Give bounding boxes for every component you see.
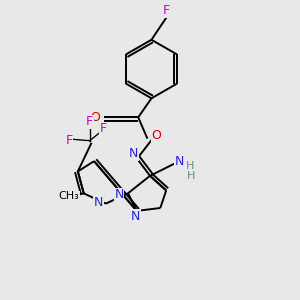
Text: CH₃: CH₃ bbox=[59, 191, 80, 201]
Text: O: O bbox=[91, 111, 100, 124]
Text: O: O bbox=[152, 129, 161, 142]
Text: F: F bbox=[99, 122, 106, 136]
Text: N: N bbox=[94, 196, 103, 208]
Text: N: N bbox=[114, 188, 124, 201]
Text: N: N bbox=[130, 210, 140, 223]
Text: F: F bbox=[86, 115, 93, 128]
Text: N: N bbox=[129, 147, 139, 161]
Text: F: F bbox=[65, 134, 73, 147]
Text: F: F bbox=[163, 4, 170, 17]
Text: H: H bbox=[187, 171, 195, 181]
Text: N: N bbox=[175, 155, 184, 168]
Text: H: H bbox=[186, 160, 194, 171]
